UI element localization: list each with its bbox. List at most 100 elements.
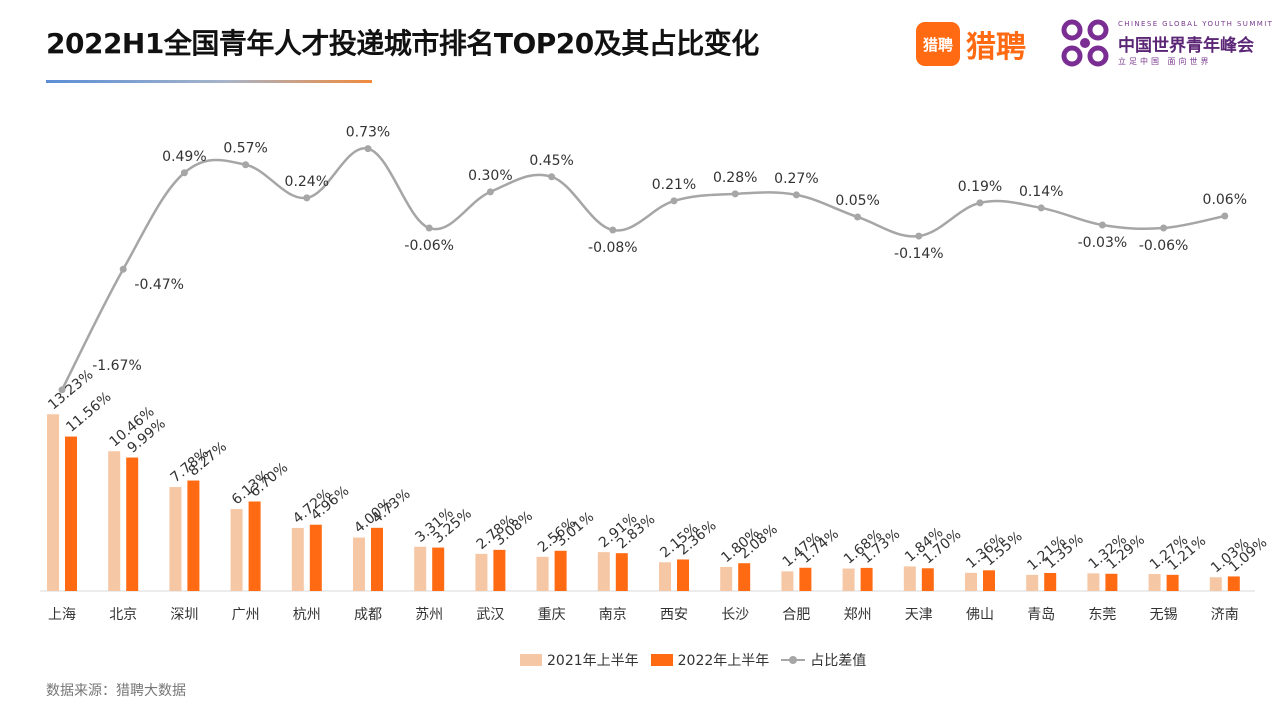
bar-2022 [554,550,567,591]
diff-label: -0.06% [1139,238,1189,254]
title-underline [46,80,372,83]
bar-2022 [309,524,322,591]
diff-point [854,213,862,221]
diff-label: 0.24% [285,174,329,190]
youth-summit-logo: CHINESE GLOBAL YOUTH SUMMIT 中国世界青年峰会 立足中… [1060,18,1274,70]
liepin-logo: 猎聘 猎聘 [916,22,1026,66]
diff-point [670,197,678,205]
bar-2021 [1209,577,1222,591]
category-tick-label: 合肥 [782,607,810,623]
category-tick-label: 青岛 [1027,607,1055,623]
diff-label: 0.73% [346,125,390,141]
bar-2021 [903,566,916,591]
category-tick-label: 苏州 [415,607,443,623]
bar-2021 [659,562,671,591]
category-tick-label: 南京 [599,607,627,623]
category-tick-label: 长沙 [721,607,749,623]
diff-point [58,386,66,394]
bar-2022 [1044,572,1057,591]
bar-2022 [493,549,506,591]
summit-slogan: 立足中国 面向世界 [1118,57,1212,66]
bar-2021 [291,527,304,591]
bar-2021 [536,556,549,591]
diff-label: -0.14% [894,246,944,262]
diff-point [364,145,372,153]
diff-label: 0.30% [468,168,512,184]
bar-2021 [597,552,610,591]
bar-2022 [1166,574,1179,591]
summit-chinese-name: 中国世界青年峰会 [1118,36,1254,56]
legend-swatch-2021 [520,654,542,666]
legend-swatch-2022 [650,654,673,666]
category-tick-label: 济南 [1211,607,1239,623]
category-tick-label: 佛山 [966,607,994,623]
bar-2022 [1227,576,1240,591]
diff-label: -0.03% [1078,235,1128,251]
bar-2021 [1148,574,1161,591]
diff-point [1098,221,1106,229]
diff-label: 0.06% [1203,192,1247,208]
diff-label: 0.19% [958,179,1002,195]
category-tick-label: 北京 [109,607,137,623]
diff-point [609,226,617,234]
bar-2021 [47,414,59,591]
diff-point [731,190,739,198]
category-tick-label: 西安 [660,607,688,623]
chart-legend: 2021年上半年 2022年上半年 占比差值 [520,650,878,670]
bar-2022 [860,567,873,591]
diff-label: 0.45% [529,153,573,169]
diff-label: 0.57% [223,141,267,157]
legend-label-diff: 占比差值 [810,653,867,669]
legend-item-2022: 2022年上半年 [650,650,769,670]
bar-2022 [126,457,139,591]
bar-2021 [108,451,121,591]
bar-2021 [169,487,182,591]
bar-2022 [738,563,751,591]
category-tick-label: 上海 [48,607,76,623]
category-tick-label: 广州 [232,607,260,623]
category-tick-label: 天津 [905,607,933,623]
bar-2021 [1026,574,1039,591]
bar-2021 [781,571,794,591]
bar-2022 [187,480,200,591]
diff-point [1221,212,1229,220]
category-tick-label: 成都 [354,607,382,623]
diff-point [915,232,923,240]
diff-point [976,199,984,207]
summit-english-name: CHINESE GLOBAL YOUTH SUMMIT [1118,20,1274,28]
data-source-note: 数据来源：猎聘大数据 [46,683,186,699]
bar-2021 [965,572,977,591]
bar-2021 [842,568,855,591]
legend-item-2021: 2021年上半年 [520,650,639,670]
bar-2022 [248,501,261,591]
bar-2022 [1105,573,1118,591]
liepin-app-icon: 猎聘 [916,22,960,66]
category-tick-label: 郑州 [844,607,872,623]
bar-2021 [353,537,365,591]
diff-label: -0.47% [134,277,184,293]
bar-2022 [921,568,934,591]
bar-2021 [230,509,243,591]
legend-swatch-diff [781,654,806,666]
diff-point [425,224,433,232]
diff-point [119,265,127,273]
legend-item-diff: 占比差值 [781,650,866,670]
diff-label: -0.06% [404,238,454,254]
diff-point [1160,224,1168,232]
category-tick-label: 重庆 [538,607,566,623]
diff-label: 0.49% [162,149,206,165]
diff-label: 0.14% [1019,184,1063,200]
diff-label: 0.27% [774,171,818,187]
category-tick-label: 武汉 [476,607,504,623]
page-title: 2022H1全国青年人才投递城市排名TOP20及其占比变化 [46,27,759,60]
diff-label: -1.67% [92,358,142,374]
category-tick-label: 深圳 [170,607,198,623]
diff-point [303,194,311,202]
bar-2022 [432,547,445,591]
bar-2021 [720,566,733,591]
bar-2021 [414,546,427,591]
diff-line [60,147,1226,391]
diff-point [792,191,800,199]
legend-label-2021: 2021年上半年 [547,653,639,669]
